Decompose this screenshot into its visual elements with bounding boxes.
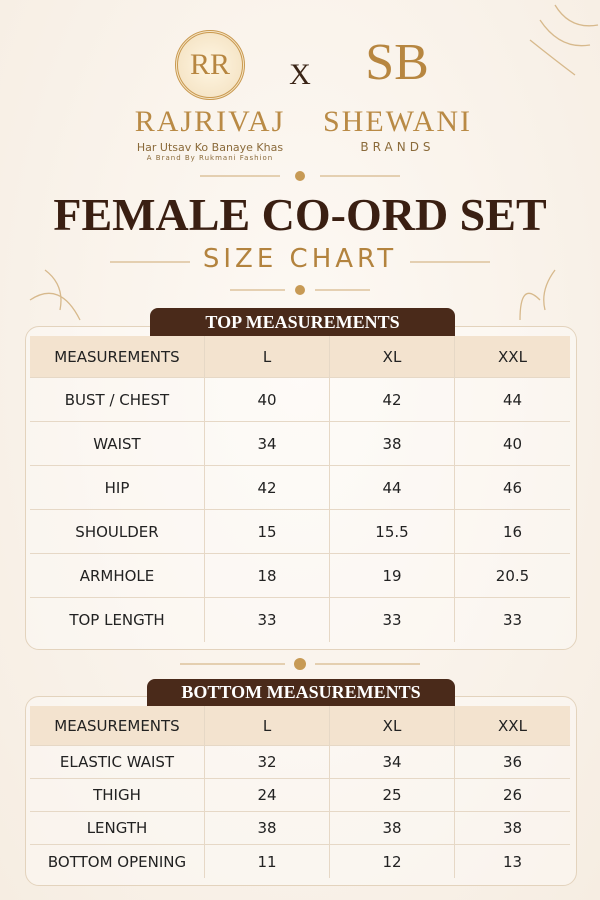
value-cell: 38 — [330, 422, 455, 466]
measurement-label: SHOULDER — [30, 510, 205, 554]
header-cell: MEASUREMENTS — [30, 336, 205, 378]
table-title: BOTTOM MEASUREMENTS — [147, 679, 455, 706]
value-cell: 19 — [330, 554, 455, 598]
header-cell: L — [205, 336, 330, 378]
value-cell: 38 — [455, 812, 570, 845]
right-brand-sub: BRANDS — [360, 140, 435, 154]
value-cell: 18 — [205, 554, 330, 598]
header-cell: L — [205, 706, 330, 746]
measurement-label: HIP — [30, 466, 205, 510]
measurement-label: LENGTH — [30, 812, 205, 845]
value-cell: 40 — [455, 422, 570, 466]
left-tagline: Har Utsav Ko Banaye Khas — [136, 141, 284, 154]
value-cell: 25 — [330, 779, 455, 812]
subtitle: SIZE CHART — [202, 244, 398, 274]
right-monogram: SB — [365, 33, 429, 91]
value-cell: 42 — [330, 378, 455, 422]
header-cell: XL — [330, 706, 455, 746]
value-cell: 44 — [330, 466, 455, 510]
measurement-label: WAIST — [30, 422, 205, 466]
value-cell: 20.5 — [455, 554, 570, 598]
value-cell: 15 — [205, 510, 330, 554]
value-cell: 15.5 — [330, 510, 455, 554]
value-cell: 42 — [205, 466, 330, 510]
table-frame — [25, 326, 577, 650]
value-cell: 34 — [205, 422, 330, 466]
measurement-label: TOP LENGTH — [30, 598, 205, 642]
measurement-label: BUST / CHEST — [30, 378, 205, 422]
value-cell: 38 — [205, 812, 330, 845]
value-cell: 44 — [455, 378, 570, 422]
measurement-label: BOTTOM OPENING — [30, 845, 205, 878]
measurement-label: ELASTIC WAIST — [30, 746, 205, 779]
value-cell: 36 — [455, 746, 570, 779]
left-brand-name: RAJRIVAJ — [134, 105, 286, 138]
value-cell: 33 — [502, 611, 523, 629]
header-cell: XL — [330, 336, 455, 378]
value-cell: 24 — [205, 779, 330, 812]
value-cell: 46 — [455, 466, 570, 510]
brand-separator: X — [289, 58, 311, 91]
value-cell: 34 — [330, 746, 455, 779]
value-cell: 26 — [455, 779, 570, 812]
value-cell: 32 — [205, 746, 330, 779]
value-cell: 12 — [330, 845, 455, 878]
header-cell: MEASUREMENTS — [30, 706, 205, 746]
value-cell: 13 — [502, 852, 523, 871]
measurement-label: THIGH — [30, 779, 205, 812]
value-cell: 33 — [330, 598, 455, 642]
measurement-label: ARMHOLE — [30, 554, 205, 598]
header-cell: XXL — [455, 706, 570, 746]
left-monogram: RR — [175, 30, 245, 100]
table-title: TOP MEASUREMENTS — [150, 308, 455, 336]
value-cell: 38 — [330, 812, 455, 845]
value-cell: 16 — [455, 510, 570, 554]
header-cell: XXL — [455, 336, 570, 378]
value-cell: 33 — [205, 598, 330, 642]
value-cell: 11 — [205, 845, 330, 878]
title: FEMALE CO-ORD SET — [53, 189, 547, 240]
right-brand-name: SHEWANI — [323, 105, 472, 138]
left-byline: A Brand By Rukmani Fashion — [146, 154, 274, 162]
value-cell: 40 — [205, 378, 330, 422]
